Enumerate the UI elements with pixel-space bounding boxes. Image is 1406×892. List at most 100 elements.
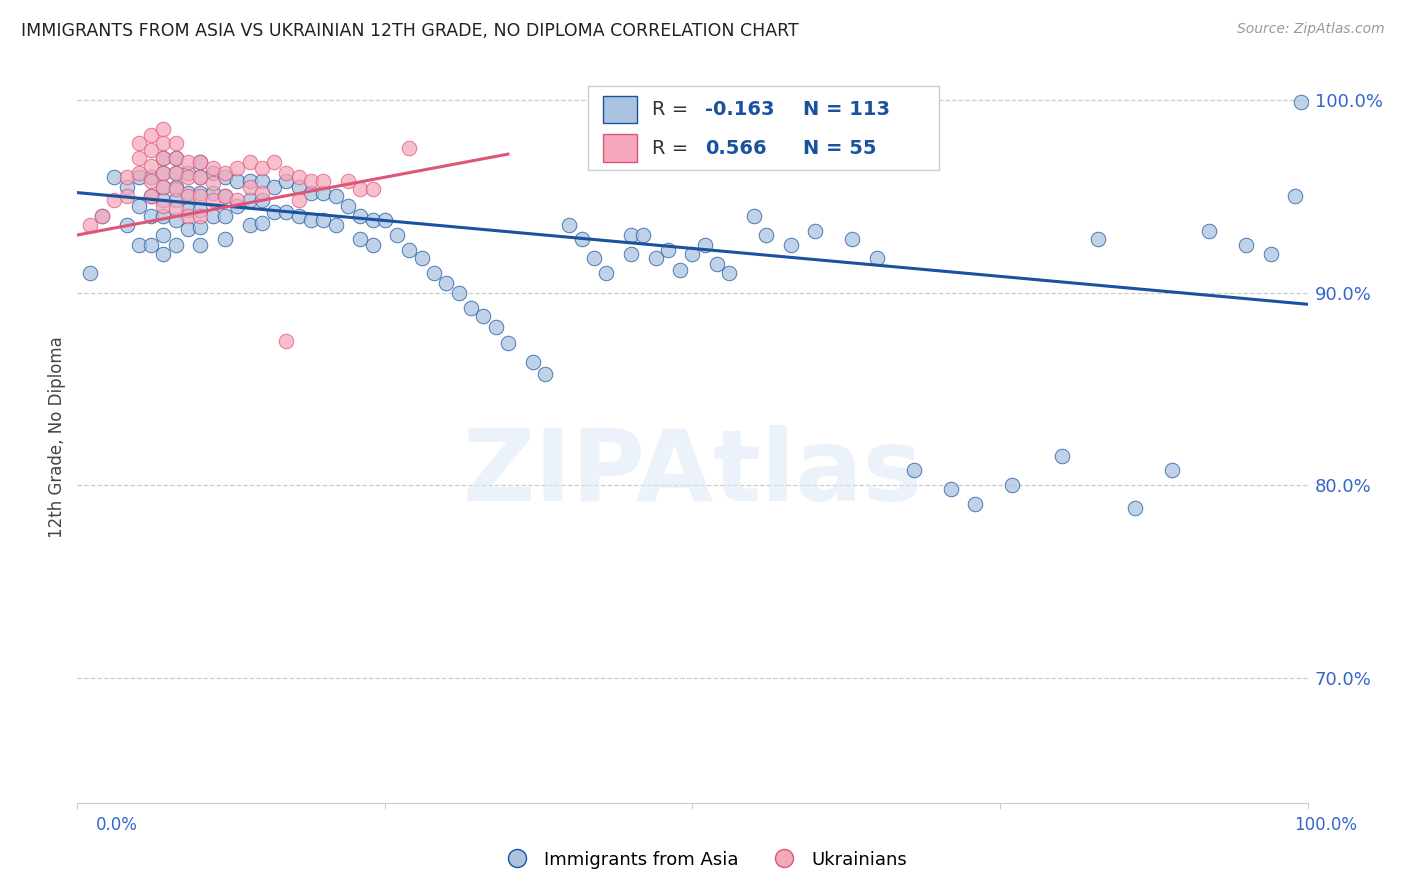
Point: [177, 202, 200, 217]
Text: ZIPAtlas: ZIPAtlas: [463, 425, 922, 522]
Point: [1001, 478, 1024, 492]
Point: [755, 227, 778, 242]
Point: [226, 174, 249, 188]
Point: [361, 212, 384, 227]
Point: [423, 267, 446, 281]
Point: [188, 209, 212, 223]
Point: [226, 194, 249, 208]
Point: [657, 244, 679, 258]
Point: [522, 355, 544, 369]
Point: [201, 176, 224, 190]
Point: [288, 194, 311, 208]
Point: [188, 186, 212, 200]
Text: -0.163: -0.163: [704, 100, 775, 119]
Point: [177, 189, 200, 203]
Point: [558, 219, 581, 233]
Point: [866, 251, 889, 265]
Point: [337, 199, 360, 213]
Point: [177, 154, 200, 169]
Point: [165, 166, 187, 180]
Point: [165, 237, 187, 252]
Point: [1125, 501, 1147, 516]
Point: [398, 141, 420, 155]
Point: [152, 122, 174, 136]
Point: [128, 170, 150, 185]
Point: [312, 212, 335, 227]
Point: [349, 232, 371, 246]
Point: [411, 251, 433, 265]
Point: [115, 189, 138, 203]
Legend: Immigrants from Asia, Ukrainians: Immigrants from Asia, Ukrainians: [492, 844, 914, 876]
Point: [263, 205, 285, 219]
Point: [152, 179, 174, 194]
Point: [276, 205, 298, 219]
Point: [693, 237, 716, 252]
Point: [718, 267, 741, 281]
Point: [780, 237, 803, 252]
Text: 0.566: 0.566: [704, 139, 766, 158]
Point: [115, 170, 138, 185]
Point: [1161, 463, 1184, 477]
Point: [165, 151, 187, 165]
Point: [1284, 189, 1306, 203]
Point: [165, 136, 187, 150]
Point: [325, 189, 347, 203]
Point: [276, 174, 298, 188]
Point: [1087, 232, 1109, 246]
Point: [742, 209, 765, 223]
Point: [141, 128, 163, 142]
Point: [177, 222, 200, 236]
Point: [288, 179, 311, 194]
Point: [595, 267, 617, 281]
Point: [115, 179, 138, 194]
Point: [804, 224, 827, 238]
Point: [214, 189, 236, 203]
Point: [1234, 237, 1257, 252]
Point: [152, 247, 174, 261]
Point: [165, 151, 187, 165]
Point: [128, 166, 150, 180]
Point: [201, 194, 224, 208]
Point: [226, 161, 249, 175]
Point: [239, 219, 262, 233]
Point: [152, 199, 174, 213]
Point: [188, 189, 212, 203]
Point: [103, 170, 125, 185]
Point: [361, 182, 384, 196]
Point: [398, 244, 420, 258]
Point: [263, 154, 285, 169]
Point: [299, 174, 322, 188]
Point: [239, 179, 262, 194]
Point: [141, 237, 163, 252]
Point: [165, 212, 187, 227]
Point: [903, 463, 925, 477]
Point: [214, 170, 236, 185]
Point: [374, 212, 396, 227]
Point: [141, 174, 163, 188]
Point: [152, 151, 174, 165]
Y-axis label: 12th Grade, No Diploma: 12th Grade, No Diploma: [48, 336, 66, 538]
Point: [141, 209, 163, 223]
Point: [141, 143, 163, 157]
Text: 0.0%: 0.0%: [96, 816, 138, 834]
FancyBboxPatch shape: [603, 135, 637, 162]
Point: [152, 151, 174, 165]
Text: IMMIGRANTS FROM ASIA VS UKRAINIAN 12TH GRADE, NO DIPLOMA CORRELATION CHART: IMMIGRANTS FROM ASIA VS UKRAINIAN 12TH G…: [21, 22, 799, 40]
Point: [239, 154, 262, 169]
Point: [128, 199, 150, 213]
Point: [188, 154, 212, 169]
Point: [706, 257, 728, 271]
Point: [79, 267, 101, 281]
Point: [312, 174, 335, 188]
Point: [436, 276, 458, 290]
Point: [349, 209, 371, 223]
Point: [188, 154, 212, 169]
Point: [337, 174, 360, 188]
Point: [472, 309, 495, 323]
Point: [90, 209, 114, 223]
Point: [201, 161, 224, 175]
Point: [141, 159, 163, 173]
Point: [90, 209, 114, 223]
Point: [276, 334, 298, 348]
Point: [165, 201, 187, 215]
